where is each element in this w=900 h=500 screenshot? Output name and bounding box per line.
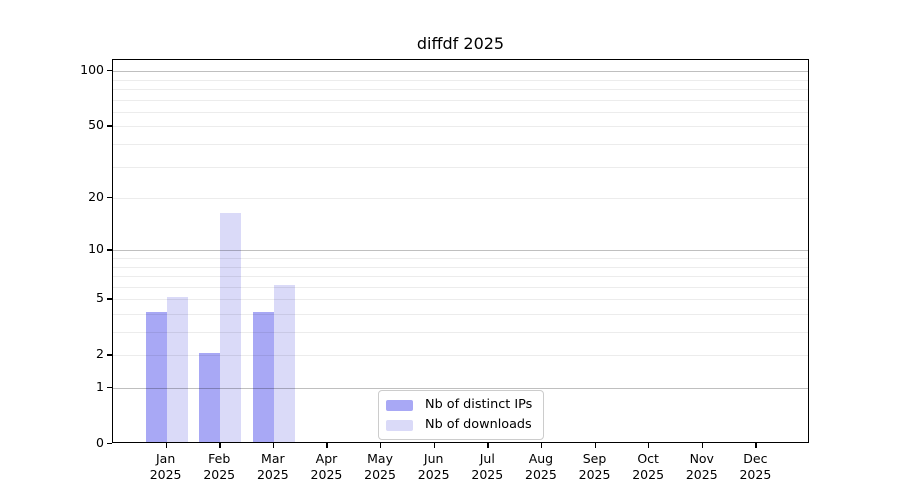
- x-tick-mark: [219, 443, 221, 448]
- gridline-major: [113, 388, 808, 389]
- gridline-minor: [113, 299, 808, 301]
- gridline-minor: [113, 332, 808, 333]
- legend-label-downloads: Nb of downloads: [425, 417, 532, 432]
- x-tick-mark: [380, 443, 382, 448]
- legend-label-distinct-ips: Nb of distinct IPs: [425, 397, 533, 412]
- gridline-minor: [113, 89, 808, 90]
- gridline-minor: [113, 257, 808, 259]
- x-tick-mark: [433, 443, 435, 448]
- y-tick-mark: [107, 70, 112, 72]
- x-tick-label-feb: Feb 2025: [203, 451, 236, 482]
- y-tick-mark: [107, 125, 112, 127]
- y-tick-label: 1: [96, 379, 104, 394]
- legend-swatch-distinct-ips: [386, 399, 413, 411]
- x-tick-label-mar: Mar 2025: [256, 451, 289, 482]
- x-tick-label-may: May 2025: [364, 451, 396, 482]
- gridline-major: [113, 71, 808, 73]
- legend-swatch-downloads: [386, 419, 413, 431]
- x-tick-label-dec: Dec 2025: [739, 451, 772, 482]
- legend: Nb of distinct IPs Nb of downloads: [378, 390, 545, 440]
- gridline-minor: [113, 126, 808, 128]
- bar-distinct-ips-feb: [199, 353, 221, 442]
- gridline-minor: [113, 99, 808, 101]
- y-tick-label: 10: [88, 241, 104, 257]
- gridline-minor: [113, 166, 808, 168]
- y-tick-mark: [107, 354, 112, 356]
- x-tick-mark: [165, 443, 167, 448]
- y-tick-label: 100: [80, 62, 104, 78]
- x-tick-mark: [755, 443, 757, 448]
- gridline-minor: [113, 144, 808, 145]
- gridline-minor: [113, 276, 808, 278]
- x-tick-label-aug: Aug 2025: [525, 451, 557, 482]
- y-tick-label: 0: [96, 435, 104, 450]
- bar-downloads-feb: [220, 213, 242, 442]
- x-tick-mark: [326, 443, 328, 448]
- gridline-minor: [113, 286, 808, 288]
- gridline-minor: [113, 111, 808, 113]
- x-tick-mark: [540, 443, 543, 448]
- x-tick-label-jun: Jun 2025: [417, 451, 450, 482]
- x-tick-mark: [594, 443, 596, 448]
- x-tick-label-sep: Sep 2025: [578, 451, 611, 482]
- y-tick-mark: [107, 197, 112, 199]
- legend-item-downloads: Nb of downloads: [386, 417, 532, 433]
- gridline-minor: [113, 79, 808, 81]
- x-tick-label-nov: Nov 2025: [685, 451, 718, 482]
- bar-distinct-ips-jan: [145, 312, 167, 442]
- chart-title: diffdf 2025: [416, 34, 505, 53]
- y-tick-mark: [107, 443, 112, 445]
- bar-downloads-mar: [273, 284, 295, 442]
- x-tick-label-oct: Oct 2025: [632, 451, 665, 482]
- y-tick-label: 20: [88, 189, 104, 205]
- y-tick-mark: [107, 249, 112, 251]
- gridline-minor: [113, 266, 808, 268]
- gridline-minor: [113, 313, 808, 315]
- x-tick-mark: [272, 443, 275, 448]
- legend-item-distinct-ips: Nb of distinct IPs: [386, 397, 532, 413]
- x-tick-label-jul: Jul 2025: [471, 451, 504, 482]
- x-tick-mark: [701, 443, 704, 448]
- gridline-minor: [113, 355, 808, 357]
- y-tick-mark: [107, 298, 112, 300]
- x-tick-label-apr: Apr 2025: [310, 451, 343, 482]
- gridline-minor: [113, 198, 808, 200]
- gridline-major: [113, 250, 808, 252]
- x-tick-label-jan: Jan 2025: [149, 451, 182, 482]
- y-tick-label: 2: [96, 346, 104, 362]
- y-tick-mark: [107, 387, 112, 389]
- y-tick-label: 50: [88, 117, 104, 133]
- bar-distinct-ips-mar: [252, 312, 274, 442]
- x-tick-mark: [487, 443, 489, 448]
- x-tick-mark: [648, 443, 650, 448]
- plot-area: [112, 59, 809, 443]
- y-tick-label: 5: [96, 290, 104, 306]
- bar-downloads-jan: [166, 297, 188, 442]
